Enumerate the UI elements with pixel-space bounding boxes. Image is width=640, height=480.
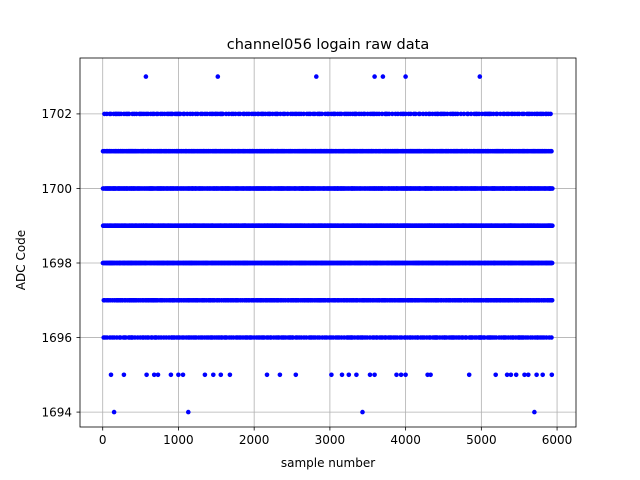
y-tick-label: 1698 bbox=[41, 256, 72, 270]
data-point bbox=[380, 74, 386, 79]
y-axis-ticks: 1694 1696 1698 1700 1702 bbox=[41, 107, 80, 419]
data-point bbox=[264, 372, 270, 378]
data-point bbox=[155, 372, 161, 378]
data-point bbox=[522, 372, 527, 378]
data-point bbox=[314, 74, 319, 79]
data-point bbox=[390, 111, 395, 117]
data-point bbox=[493, 372, 499, 378]
data-point bbox=[417, 111, 423, 117]
data-point bbox=[180, 372, 186, 378]
data-point bbox=[168, 372, 174, 378]
data-point bbox=[504, 372, 510, 378]
data-point bbox=[455, 111, 460, 117]
data-point bbox=[549, 372, 555, 378]
data-point bbox=[360, 409, 365, 415]
data-point bbox=[403, 74, 408, 79]
x-tick-label: 6000 bbox=[542, 433, 573, 447]
data-point bbox=[143, 74, 149, 79]
plot-area-frame bbox=[79, 57, 577, 428]
data-point bbox=[540, 372, 545, 378]
data-point bbox=[466, 372, 472, 378]
data-point bbox=[211, 372, 216, 378]
data-point bbox=[293, 372, 299, 378]
data-point bbox=[477, 74, 483, 79]
x-tick-label: 2000 bbox=[239, 433, 270, 447]
data-point bbox=[126, 111, 132, 117]
y-axis-label: ADC Code bbox=[14, 230, 28, 290]
x-tick-label: 1000 bbox=[163, 433, 194, 447]
x-tick-label: 3000 bbox=[315, 433, 346, 447]
data-point bbox=[151, 372, 157, 378]
data-point bbox=[202, 372, 208, 378]
y-tick-label: 1700 bbox=[41, 182, 72, 196]
data-point bbox=[394, 372, 399, 378]
data-point bbox=[508, 372, 514, 378]
data-point bbox=[285, 111, 290, 117]
data-point bbox=[532, 409, 537, 415]
data-point bbox=[386, 111, 392, 117]
data-point bbox=[549, 335, 554, 340]
data-point bbox=[403, 372, 408, 378]
data-point bbox=[176, 372, 181, 378]
x-tick-label: 4000 bbox=[390, 433, 421, 447]
data-point bbox=[468, 111, 474, 117]
y-tick-label: 1696 bbox=[41, 331, 72, 345]
data-point bbox=[526, 372, 531, 378]
data-point bbox=[319, 111, 325, 117]
data-point bbox=[367, 372, 373, 378]
x-tick-label: 0 bbox=[99, 433, 107, 447]
data-point bbox=[186, 409, 191, 415]
data-point bbox=[195, 111, 200, 117]
data-point bbox=[108, 372, 114, 378]
data-points bbox=[100, 74, 555, 415]
data-point bbox=[220, 111, 226, 117]
y-tick-label: 1694 bbox=[41, 405, 72, 419]
data-point bbox=[277, 372, 283, 378]
data-point bbox=[215, 74, 221, 79]
data-point bbox=[398, 372, 404, 378]
data-point bbox=[237, 111, 243, 117]
data-point bbox=[346, 372, 352, 378]
data-point bbox=[550, 223, 555, 228]
data-point bbox=[144, 372, 149, 378]
data-point bbox=[494, 111, 500, 117]
chart-title: channel056 logain raw data bbox=[227, 37, 429, 53]
data-point bbox=[339, 372, 345, 378]
data-point bbox=[534, 372, 539, 378]
data-point bbox=[549, 148, 554, 154]
data-point bbox=[550, 186, 555, 191]
data-point bbox=[227, 372, 233, 378]
data-point bbox=[329, 372, 334, 378]
data-point bbox=[513, 372, 519, 378]
data-point bbox=[413, 111, 418, 117]
data-point bbox=[372, 74, 377, 79]
data-point bbox=[121, 372, 127, 378]
x-axis-ticks: 0 1000 2000 3000 4000 5000 6000 bbox=[99, 427, 572, 447]
data-point bbox=[218, 372, 224, 378]
data-point bbox=[408, 111, 414, 117]
data-point bbox=[548, 111, 553, 117]
data-point bbox=[301, 111, 307, 117]
data-point bbox=[111, 409, 117, 415]
data-point bbox=[372, 372, 377, 378]
y-tick-label: 1702 bbox=[41, 107, 72, 121]
data-point bbox=[354, 372, 359, 378]
x-axis-label: sample number bbox=[281, 456, 375, 470]
data-point bbox=[549, 260, 555, 266]
data-point bbox=[461, 111, 467, 117]
data-point bbox=[549, 298, 555, 303]
x-tick-label: 5000 bbox=[466, 433, 497, 447]
data-point bbox=[428, 372, 433, 378]
